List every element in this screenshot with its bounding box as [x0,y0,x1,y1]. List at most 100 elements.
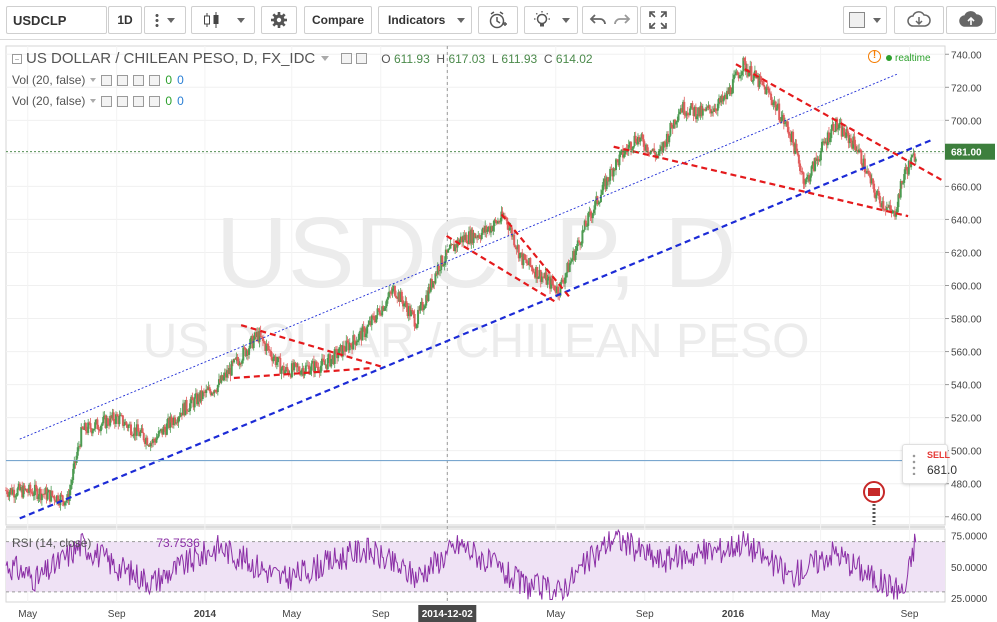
candle-body [631,148,634,151]
candle-body [697,107,700,117]
candle-body [852,136,855,149]
compare-button[interactable]: Compare [304,6,372,34]
interval-button[interactable]: 1D [108,6,142,34]
candle-body [65,500,68,503]
candle-body [734,74,737,76]
chart-type-button[interactable] [191,6,255,34]
candle-body [617,159,620,166]
indicator-close-icon[interactable] [149,74,161,86]
candle-body [616,159,619,161]
volume-legend-1: Vol (20, false) 0 0 [12,73,184,87]
candle-body [280,368,283,374]
candle-body [9,488,12,492]
candle-body [720,95,723,103]
indicator-settings-icon[interactable] [117,95,129,107]
candle-body [888,205,891,208]
save-layout-button[interactable] [946,6,996,34]
candle-body [21,487,24,498]
interval-dropdown-button[interactable] [144,6,186,34]
candle-body [211,392,214,396]
candle-body [339,345,342,348]
candle-body [131,435,134,436]
chevron-down-icon[interactable] [90,78,97,82]
price-axis-label: 700.00 [951,116,982,127]
candle-body [821,141,824,152]
load-layout-button[interactable] [894,6,944,34]
candle-body [117,416,120,425]
alert-button[interactable] [478,6,518,34]
trendline [613,145,909,218]
indicator-eye-icon[interactable] [101,95,113,107]
candle-body [575,246,578,251]
candle-body [378,310,381,315]
candle-body [48,490,51,502]
series-close-icon[interactable] [356,53,368,64]
ideas-button[interactable] [524,6,578,34]
candle-body [310,363,313,371]
candle-body [569,261,572,264]
undo-icon[interactable] [589,12,607,28]
drag-handle-icon[interactable] [911,453,917,475]
indicator-close-icon[interactable] [149,95,161,107]
series-settings-icon[interactable] [341,53,353,64]
candle-body [880,203,883,208]
candle-body [840,122,843,137]
candle-body [549,276,552,289]
candle-body [111,412,114,419]
sell-panel[interactable]: SELL 681.0 [902,444,957,484]
candle-body [611,169,614,177]
candle-body [399,291,402,302]
candle-body [865,172,868,174]
candle-body [384,306,387,308]
candle-body [906,169,909,175]
candle-body [42,493,45,495]
candle-body [408,306,411,317]
fullscreen-button[interactable] [640,6,676,34]
candle-body [517,245,520,259]
redo-icon[interactable] [613,12,631,28]
candle-body [854,144,857,151]
candle-body [234,358,237,360]
chevron-down-icon[interactable] [90,99,97,103]
candle-body [470,229,473,244]
candle-body [220,375,223,383]
candle-body [543,277,546,279]
candle-body [101,423,104,426]
indicator-settings-icon[interactable] [117,74,129,86]
indicator-add-icon[interactable] [133,95,145,107]
candle-body [349,343,352,346]
chevron-down-icon[interactable] [321,56,330,61]
candle-body [826,132,829,146]
candle-body [634,135,637,142]
settings-button[interactable] [261,6,297,34]
candle-body [105,418,108,429]
candle-body [874,192,877,199]
candle-body [450,244,453,246]
settings-gear-icon [271,12,287,28]
candle-body [610,168,613,170]
candle-body [654,152,657,157]
indicators-button[interactable]: Indicators [378,6,472,34]
candle-body [494,219,497,222]
color-picker-button[interactable] [843,6,887,34]
candle-body [241,360,244,364]
candle-body [860,150,863,164]
candle-body [772,102,775,106]
candle-body [782,114,785,125]
candle-body [148,445,151,447]
candle-body [405,301,408,308]
indicator-add-icon[interactable] [133,74,145,86]
symbol-search-input[interactable]: USDCLP [6,6,107,34]
candle-body [287,370,290,375]
warning-icon[interactable]: ! [868,50,881,63]
indicator-eye-icon[interactable] [101,74,113,86]
candle-body [479,237,482,240]
candle-body [61,495,64,501]
collapse-legend-icon[interactable]: − [12,53,22,64]
candle-body [35,484,38,489]
candle-body [712,111,715,113]
candle-body [153,438,156,441]
candle-body [595,196,598,202]
candle-body [426,295,429,302]
